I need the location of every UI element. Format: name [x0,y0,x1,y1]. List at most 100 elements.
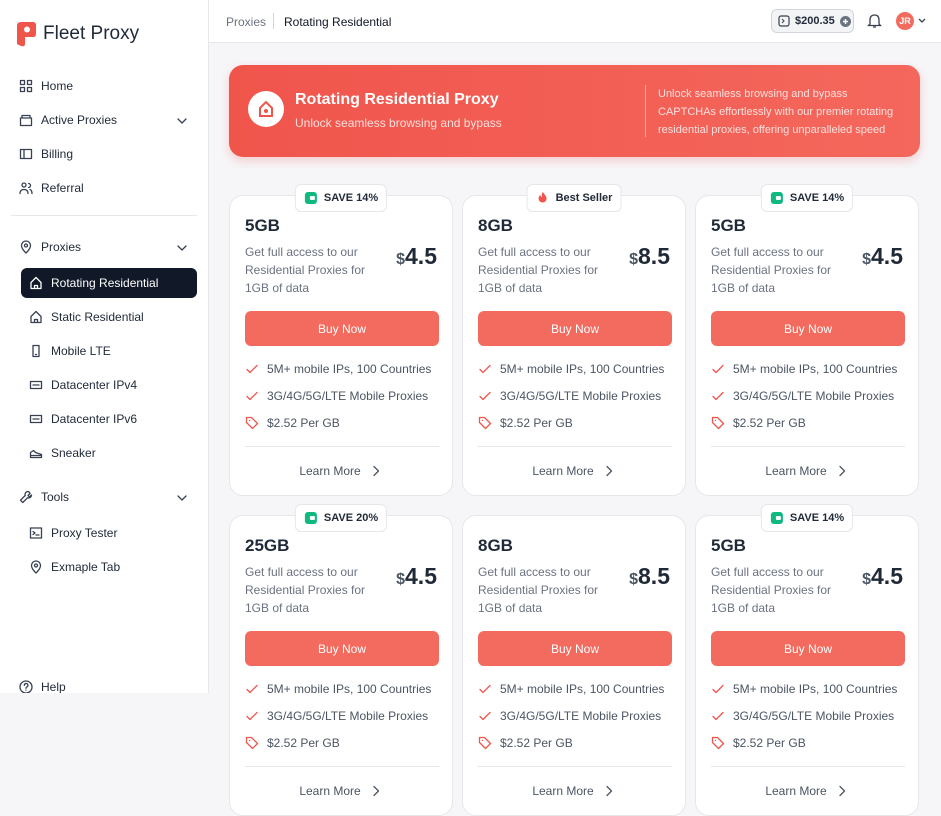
feature: 5M+ mobile IPs, 100 Countries [245,682,431,696]
plan-size: 8GB [478,216,513,235]
nav-item[interactable]: Proxy Tester [21,518,197,548]
nav-label: Help [41,680,66,693]
top-bar: Proxies Rotating Residential $200.35 JR [209,0,941,43]
buy-button[interactable]: Buy Now [711,631,905,666]
badge-icon [770,512,783,524]
nav-item[interactable]: Exmaple Tab [21,552,197,582]
nav-label: Sneaker [51,446,96,460]
sidebar: Fleet Proxy Home Active Proxies Billing Ref… [0,0,209,693]
plan-size: 8GB [478,536,513,555]
plan-size: 5GB [711,216,746,235]
nav-icon [30,276,42,290]
feature: $2.52 Per GB [245,416,340,430]
nav-label: Mobile LTE [51,344,111,358]
price: $4.5 [396,563,437,590]
learn-more-text: Learn More [532,464,594,478]
badge-text: SAVE 14% [789,512,845,524]
feature: 5M+ mobile IPs, 100 Countries [245,362,431,376]
nav-item[interactable]: Mobile LTE [21,336,197,366]
wallet-icon [778,15,790,27]
feature: 3G/4G/5G/LTE Mobile Proxies [245,709,428,723]
nav-item[interactable]: Active Proxies [11,105,197,135]
learn-more[interactable]: Learn More [230,784,452,798]
breadcrumb-item[interactable]: Proxies [226,15,267,29]
price-value: 4.5 [871,563,903,589]
nav-label: Referral [41,181,84,195]
feature-text: 3G/4G/5G/LTE Mobile Proxies [500,709,662,723]
pricing-card: Best Seller 8GB Get full access to our Res… [462,184,686,496]
feature-text: $2.52 Per GB [733,416,806,430]
learn-more[interactable]: Learn More [696,784,918,798]
feature-text: $2.52 Per GB [733,736,806,750]
feature: 5M+ mobile IPs, 100 Countries [711,362,897,376]
badge: Best Seller [526,184,622,212]
nav-label: Billing [41,147,74,161]
avatar-chevron[interactable] [918,18,926,24]
learn-more[interactable]: Learn More [696,464,918,478]
learn-more[interactable]: Learn More [230,464,452,478]
nav-item[interactable]: Rotating Residential [21,268,197,298]
hero-icon [248,91,284,127]
home-icon [259,100,273,117]
nav-item[interactable]: Referral [11,173,197,203]
feature: $2.52 Per GB [711,416,806,430]
plan-description: Get full access to our Residential Proxi… [478,565,599,615]
feature-text: 3G/4G/5G/LTE Mobile Proxies [733,709,895,723]
buy-button[interactable]: Buy Now [245,311,439,346]
nav-item[interactable]: Home [11,71,197,101]
chevron [373,465,379,477]
badge: SAVE 14% [760,504,854,532]
hero-banner: Rotating Residential Proxy Unlock seamle… [229,65,920,157]
price-value: 8.5 [638,563,670,589]
feature: $2.52 Per GB [478,416,573,430]
feature-icon [711,736,725,750]
brand-name: Fleet Proxy [43,23,140,44]
badge: SAVE 14% [760,184,854,212]
nav-item[interactable]: Datacenter IPv4 [21,370,197,400]
balance-amount: $200.35 [795,15,835,27]
nav-label: Active Proxies [41,113,118,127]
nav-item[interactable]: Help [11,672,197,693]
feature: 3G/4G/5G/LTE Mobile Proxies [711,709,894,723]
buy-button[interactable]: Buy Now [245,631,439,666]
nav-item[interactable]: Datacenter IPv6 [21,404,197,434]
feature: 3G/4G/5G/LTE Mobile Proxies [711,389,894,403]
price-value: 4.5 [405,563,437,589]
hero-description: Unlock seamless browsing and bypass CAPT… [658,88,894,136]
learn-more[interactable]: Learn More [463,464,685,478]
nav-item[interactable]: Billing [11,139,197,169]
feature-text: 5M+ mobile IPs, 100 Countries [733,682,898,696]
price-value: 4.5 [405,243,437,269]
badge-icon [538,192,547,203]
nav-icon [32,344,40,358]
pricing-card: SAVE 14% 5GB Get full access to our Reside… [695,504,919,816]
feature-icon [246,684,258,694]
avatar[interactable]: JR [896,12,914,30]
nav-item[interactable]: Proxies [11,232,197,262]
nav-icon [29,414,43,424]
nav-item[interactable]: Static Residential [21,302,197,332]
currency: $ [862,571,872,588]
balance[interactable]: $200.35 [771,9,854,33]
badge-text: SAVE 20% [323,512,379,524]
feature-icon [712,364,724,374]
feature-icon [479,711,491,721]
feature-icon [245,416,259,430]
divider [245,766,439,767]
badge-icon [304,512,317,524]
badge-text: SAVE 14% [323,192,379,204]
feature: 3G/4G/5G/LTE Mobile Proxies [478,389,661,403]
notifications[interactable] [867,13,882,29]
buy-button[interactable]: Buy Now [478,631,672,666]
buy-button[interactable]: Buy Now [478,311,672,346]
learn-more[interactable]: Learn More [463,784,685,798]
nav-item[interactable]: Sneaker [21,438,197,468]
feature: 3G/4G/5G/LTE Mobile Proxies [478,709,661,723]
nav-icon [19,148,33,160]
badge: SAVE 20% [294,504,388,532]
feature-icon [711,416,725,430]
nav-item[interactable]: Tools [11,482,197,512]
logo[interactable]: Fleet Proxy [15,20,139,48]
buy-button[interactable]: Buy Now [711,311,905,346]
feature-text: 3G/4G/5G/LTE Mobile Proxies [500,389,662,403]
